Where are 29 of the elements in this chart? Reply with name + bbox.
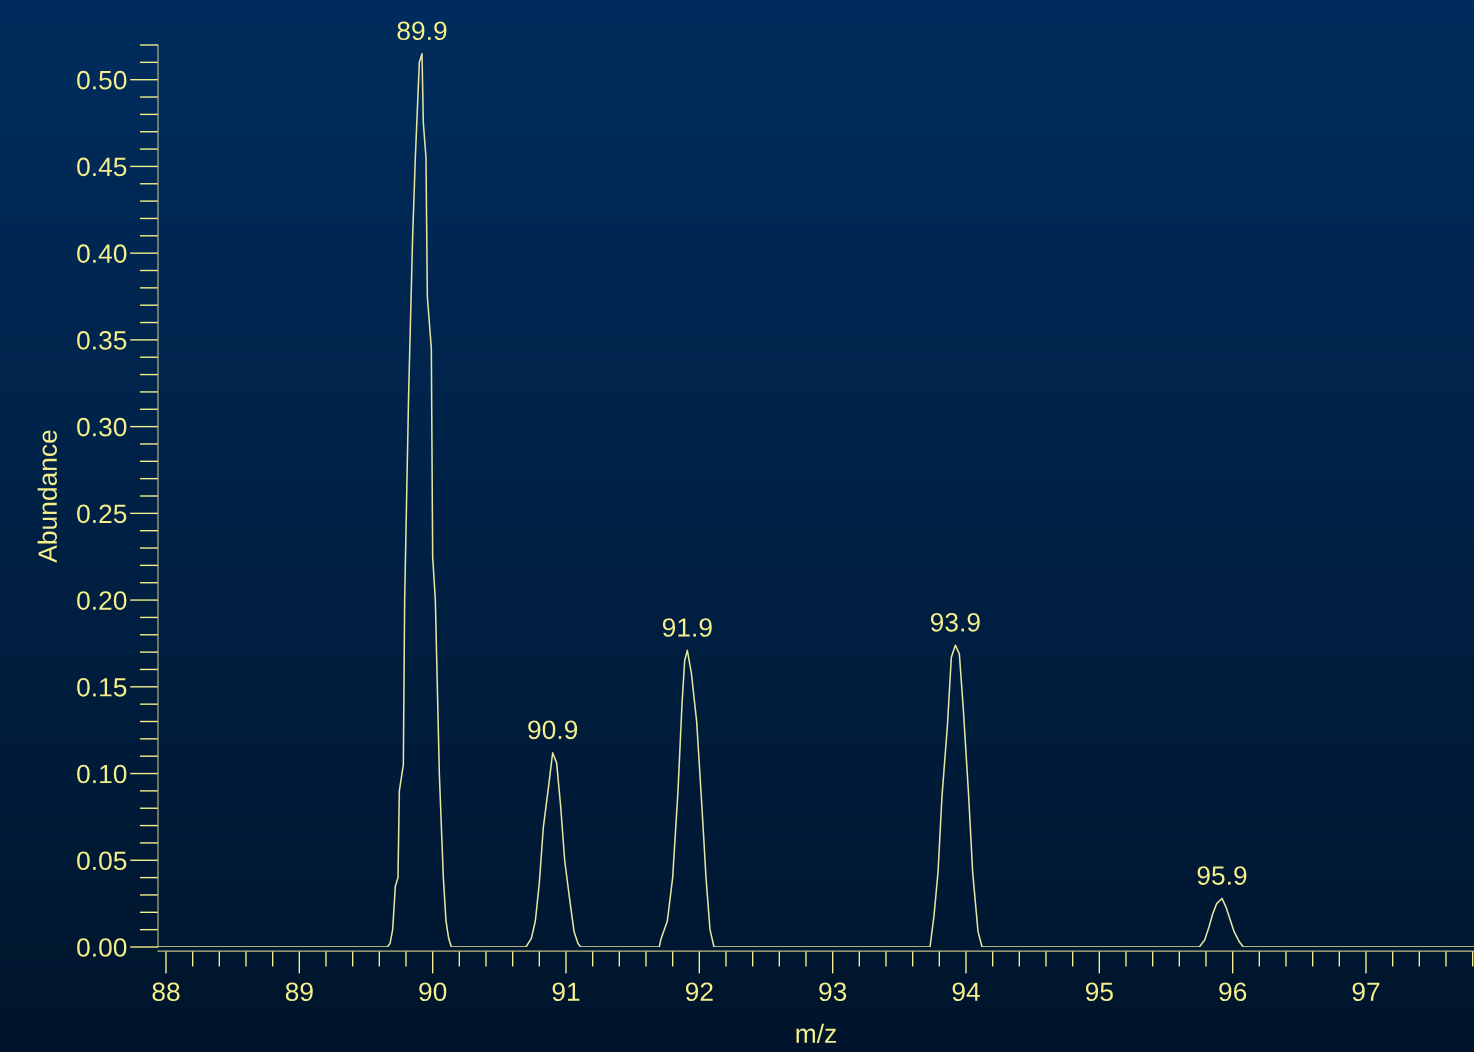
- y-tick-label: 0.25: [77, 504, 127, 524]
- y-tick-label: 0.50: [77, 70, 127, 90]
- x-tick-label: 90: [419, 982, 447, 1002]
- y-tick-label: 0.35: [77, 331, 127, 350]
- x-axis-title: m/z: [796, 1023, 836, 1044]
- x-tick-label: 88: [152, 982, 180, 1002]
- x-tick-label: 91: [552, 982, 580, 1002]
- y-tick-label: 0.20: [77, 591, 127, 610]
- y-tick-label: 0.15: [77, 677, 127, 697]
- annotation: 93.9: [930, 612, 980, 632]
- y-tick-label: 0.10: [77, 764, 127, 784]
- x-tick-label: 93: [819, 982, 847, 1002]
- x-tick-label: 92: [685, 982, 713, 1002]
- annotation: 89.9: [397, 21, 447, 41]
- y-tick-label: 0.00: [77, 938, 127, 957]
- x-tick-label: 89: [285, 982, 313, 1002]
- x-tick-label: 97: [1352, 982, 1380, 1002]
- y-tick-label: 0.45: [77, 157, 127, 177]
- y-axis-title: Abundance: [37, 430, 57, 563]
- x-tick-label: 95: [1085, 982, 1113, 1002]
- y-tick-label: 0.05: [77, 851, 127, 871]
- annotation: 95.9: [1197, 866, 1247, 885]
- x-tick-label: 94: [952, 982, 980, 1002]
- y-tick-label: 0.40: [77, 244, 127, 263]
- annotation: 91.9: [662, 618, 712, 637]
- y-tick-label: 0.30: [77, 417, 127, 437]
- x-tick-label: 96: [1219, 982, 1247, 1002]
- line-series: [158, 52, 1474, 947]
- annotation: 90.9: [528, 720, 578, 740]
